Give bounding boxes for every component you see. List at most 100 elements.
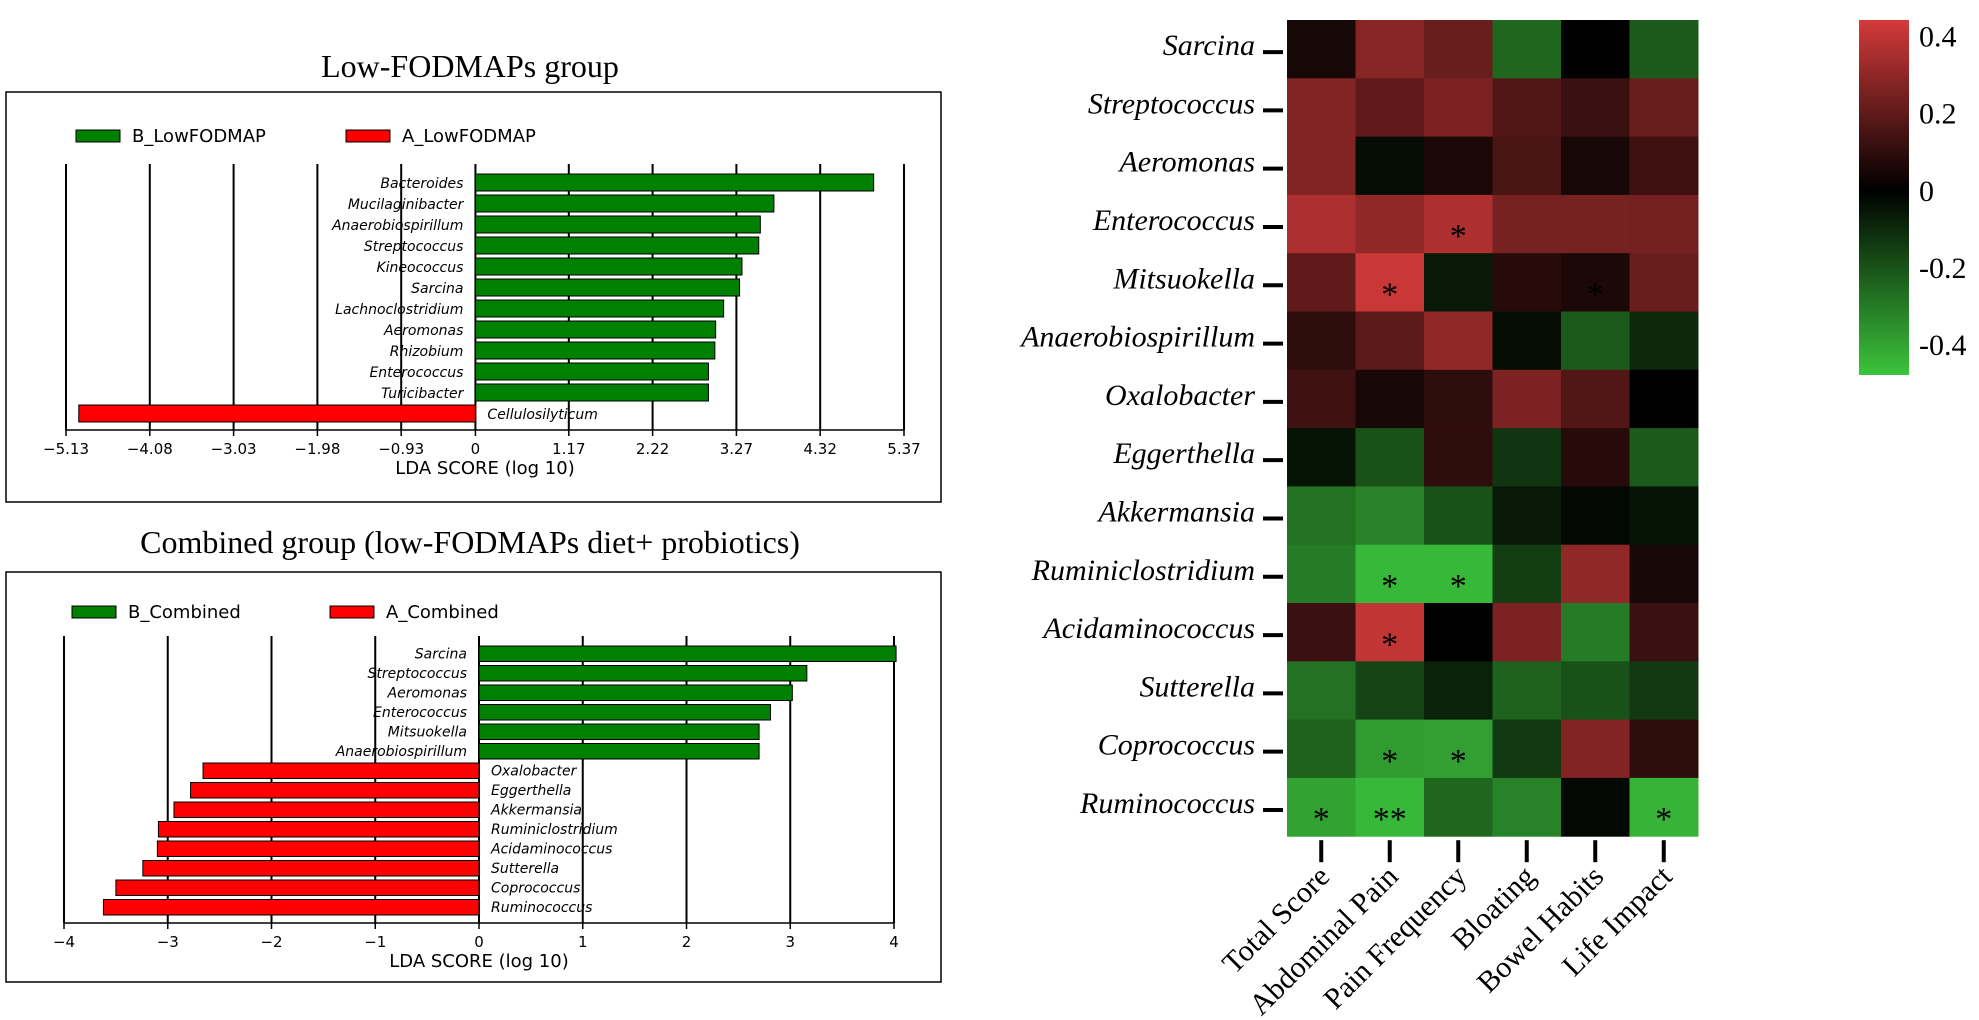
lda-tick-label: 1.17 xyxy=(552,440,585,458)
heatmap-cell xyxy=(1424,544,1493,604)
heatmap-cell xyxy=(1629,20,1699,79)
lda-bar xyxy=(156,840,480,857)
lda-tick-label: −4.08 xyxy=(127,440,173,458)
lda-bar-label: Mucilaginibacter xyxy=(348,197,465,213)
lda-lowfodmap-chart: −5.13 −4.08 −3.03 −1.98 −0.93 0 1.17 2.22 3.27 4.… xyxy=(5,91,942,503)
heatmap-cell xyxy=(1424,311,1493,371)
heatmap-cell xyxy=(1355,20,1425,79)
significance-marker: * xyxy=(1450,743,1467,780)
lda-bar-label: Mitsuokella xyxy=(388,725,467,741)
heatmap-cell xyxy=(1492,311,1562,371)
lda-bar-label: Sarcina xyxy=(415,647,467,663)
heatmap-cell xyxy=(1561,253,1630,312)
lda-bar-label: Sutterella xyxy=(491,861,559,877)
lda-bar-label: Rhizobium xyxy=(390,344,464,360)
heatmap-cell xyxy=(1287,544,1356,604)
lda-bar xyxy=(474,320,717,339)
heatmap-cell xyxy=(1561,20,1630,79)
lda-frame xyxy=(5,91,942,503)
lda-tick-label: −0.93 xyxy=(378,440,424,458)
heatmap-cell xyxy=(1561,311,1630,371)
lda-bar xyxy=(474,383,709,402)
lda-bar-label: Coprococcus xyxy=(491,881,580,897)
lda-bar-label: Enterococcus xyxy=(373,705,467,721)
heatmap-cell xyxy=(1424,777,1493,837)
lda-bar xyxy=(78,404,476,423)
lda-tick-label: −2 xyxy=(260,933,282,951)
lda-bar xyxy=(478,684,793,701)
lda-bar-label: Eggerthella xyxy=(491,783,571,799)
lda-bar xyxy=(474,173,875,192)
lda-bar xyxy=(474,215,761,234)
lda-tick-label: −4 xyxy=(53,933,75,951)
heatmap-cell xyxy=(1492,253,1562,312)
lda-bar xyxy=(190,782,480,799)
heatmap-cell xyxy=(1287,136,1356,196)
lda-combined-title: Combined group (low-FODMAPs diet+ probio… xyxy=(140,524,800,560)
heatmap-cell xyxy=(1424,603,1493,662)
lda-combined-chart: −4 −3 −2 −1 0 1 2 3 4 LDA SCORE (log 10) B_Combine… xyxy=(5,571,942,983)
heatmap-cell xyxy=(1492,486,1562,546)
heatmap-cell xyxy=(1561,486,1630,546)
lda-tick-label: 4.32 xyxy=(803,440,836,458)
lda-bar xyxy=(474,299,725,318)
heatmap-cell xyxy=(1629,544,1699,604)
heatmap-cell xyxy=(1629,253,1699,312)
heatmap-cell xyxy=(1355,603,1425,662)
heatmap-cell xyxy=(1561,544,1630,604)
heatmap-row-label: Aeromonas xyxy=(1117,146,1255,179)
lda-bar xyxy=(202,762,480,779)
significance-marker: * xyxy=(1655,801,1672,838)
colorbar xyxy=(1859,20,1909,375)
lda-tick-label: 4 xyxy=(889,933,899,951)
lda-bar-label: Enterococcus xyxy=(369,365,463,381)
heatmap-cell xyxy=(1355,661,1425,721)
legend-swatch-b_combined xyxy=(71,605,117,619)
heatmap-cell xyxy=(1561,719,1630,779)
heatmap-row-label: Coprococcus xyxy=(1098,729,1255,762)
legend-label-a_lowfodmap: A_LowFODMAP xyxy=(402,126,536,147)
heatmap-cell xyxy=(1492,136,1562,196)
heatmap-cell xyxy=(1629,777,1699,837)
heatmap-row-label: Anaerobiospirillum xyxy=(1019,321,1255,354)
heatmap-cell xyxy=(1287,78,1356,138)
heatmap-cell xyxy=(1424,369,1493,429)
heatmap-cell xyxy=(1287,194,1356,254)
heatmap-cell xyxy=(1561,194,1630,254)
legend-swatch-a_combined xyxy=(329,605,375,619)
heatmap-cell xyxy=(1355,136,1425,196)
lda-tick-label: 3.27 xyxy=(720,440,753,458)
heatmap-row-label: Ruminiclostridium xyxy=(1031,554,1255,587)
lda-bar-label: Aeromonas xyxy=(383,323,463,339)
colorbar-tick-label: 0.2 xyxy=(1919,98,1957,131)
heatmap-cell xyxy=(1492,544,1562,604)
heatmap-cell xyxy=(1629,136,1699,196)
heatmap-cell xyxy=(1561,777,1630,837)
heatmap-cell xyxy=(1355,311,1425,371)
heatmap-cell xyxy=(1355,369,1425,429)
colorbar-tick-label: 0.4 xyxy=(1919,20,1957,53)
lda-x-label: LDA SCORE (log 10) xyxy=(395,458,574,479)
heatmap-cell xyxy=(1629,369,1699,429)
heatmap-cell xyxy=(1424,719,1493,779)
heatmap-cell xyxy=(1355,78,1425,138)
heatmap-cell xyxy=(1355,253,1425,312)
heatmap-cell xyxy=(1424,428,1493,487)
lda-bar-label: Aeromonas xyxy=(387,686,467,702)
lda-bar-label: Streptococcus xyxy=(364,239,464,255)
heatmap-cell xyxy=(1355,194,1425,254)
lda-bar-label: Anaerobiospirillum xyxy=(335,744,467,760)
heatmap-cell xyxy=(1492,603,1562,662)
heatmap-cell xyxy=(1561,428,1630,487)
lda-bar xyxy=(157,821,480,838)
heatmap-row-label: Akkermansia xyxy=(1096,495,1255,528)
lda-bar xyxy=(478,704,772,721)
heatmap-cell xyxy=(1424,486,1493,546)
heatmap-cell xyxy=(1287,253,1356,312)
lda-tick-label: 0 xyxy=(471,440,481,458)
significance-marker: ** xyxy=(1373,801,1407,838)
heatmap-cell xyxy=(1629,486,1699,546)
heatmap-cell xyxy=(1629,661,1699,721)
heatmap-cell xyxy=(1492,777,1562,837)
heatmap-row-label: Sarcina xyxy=(1163,29,1255,62)
